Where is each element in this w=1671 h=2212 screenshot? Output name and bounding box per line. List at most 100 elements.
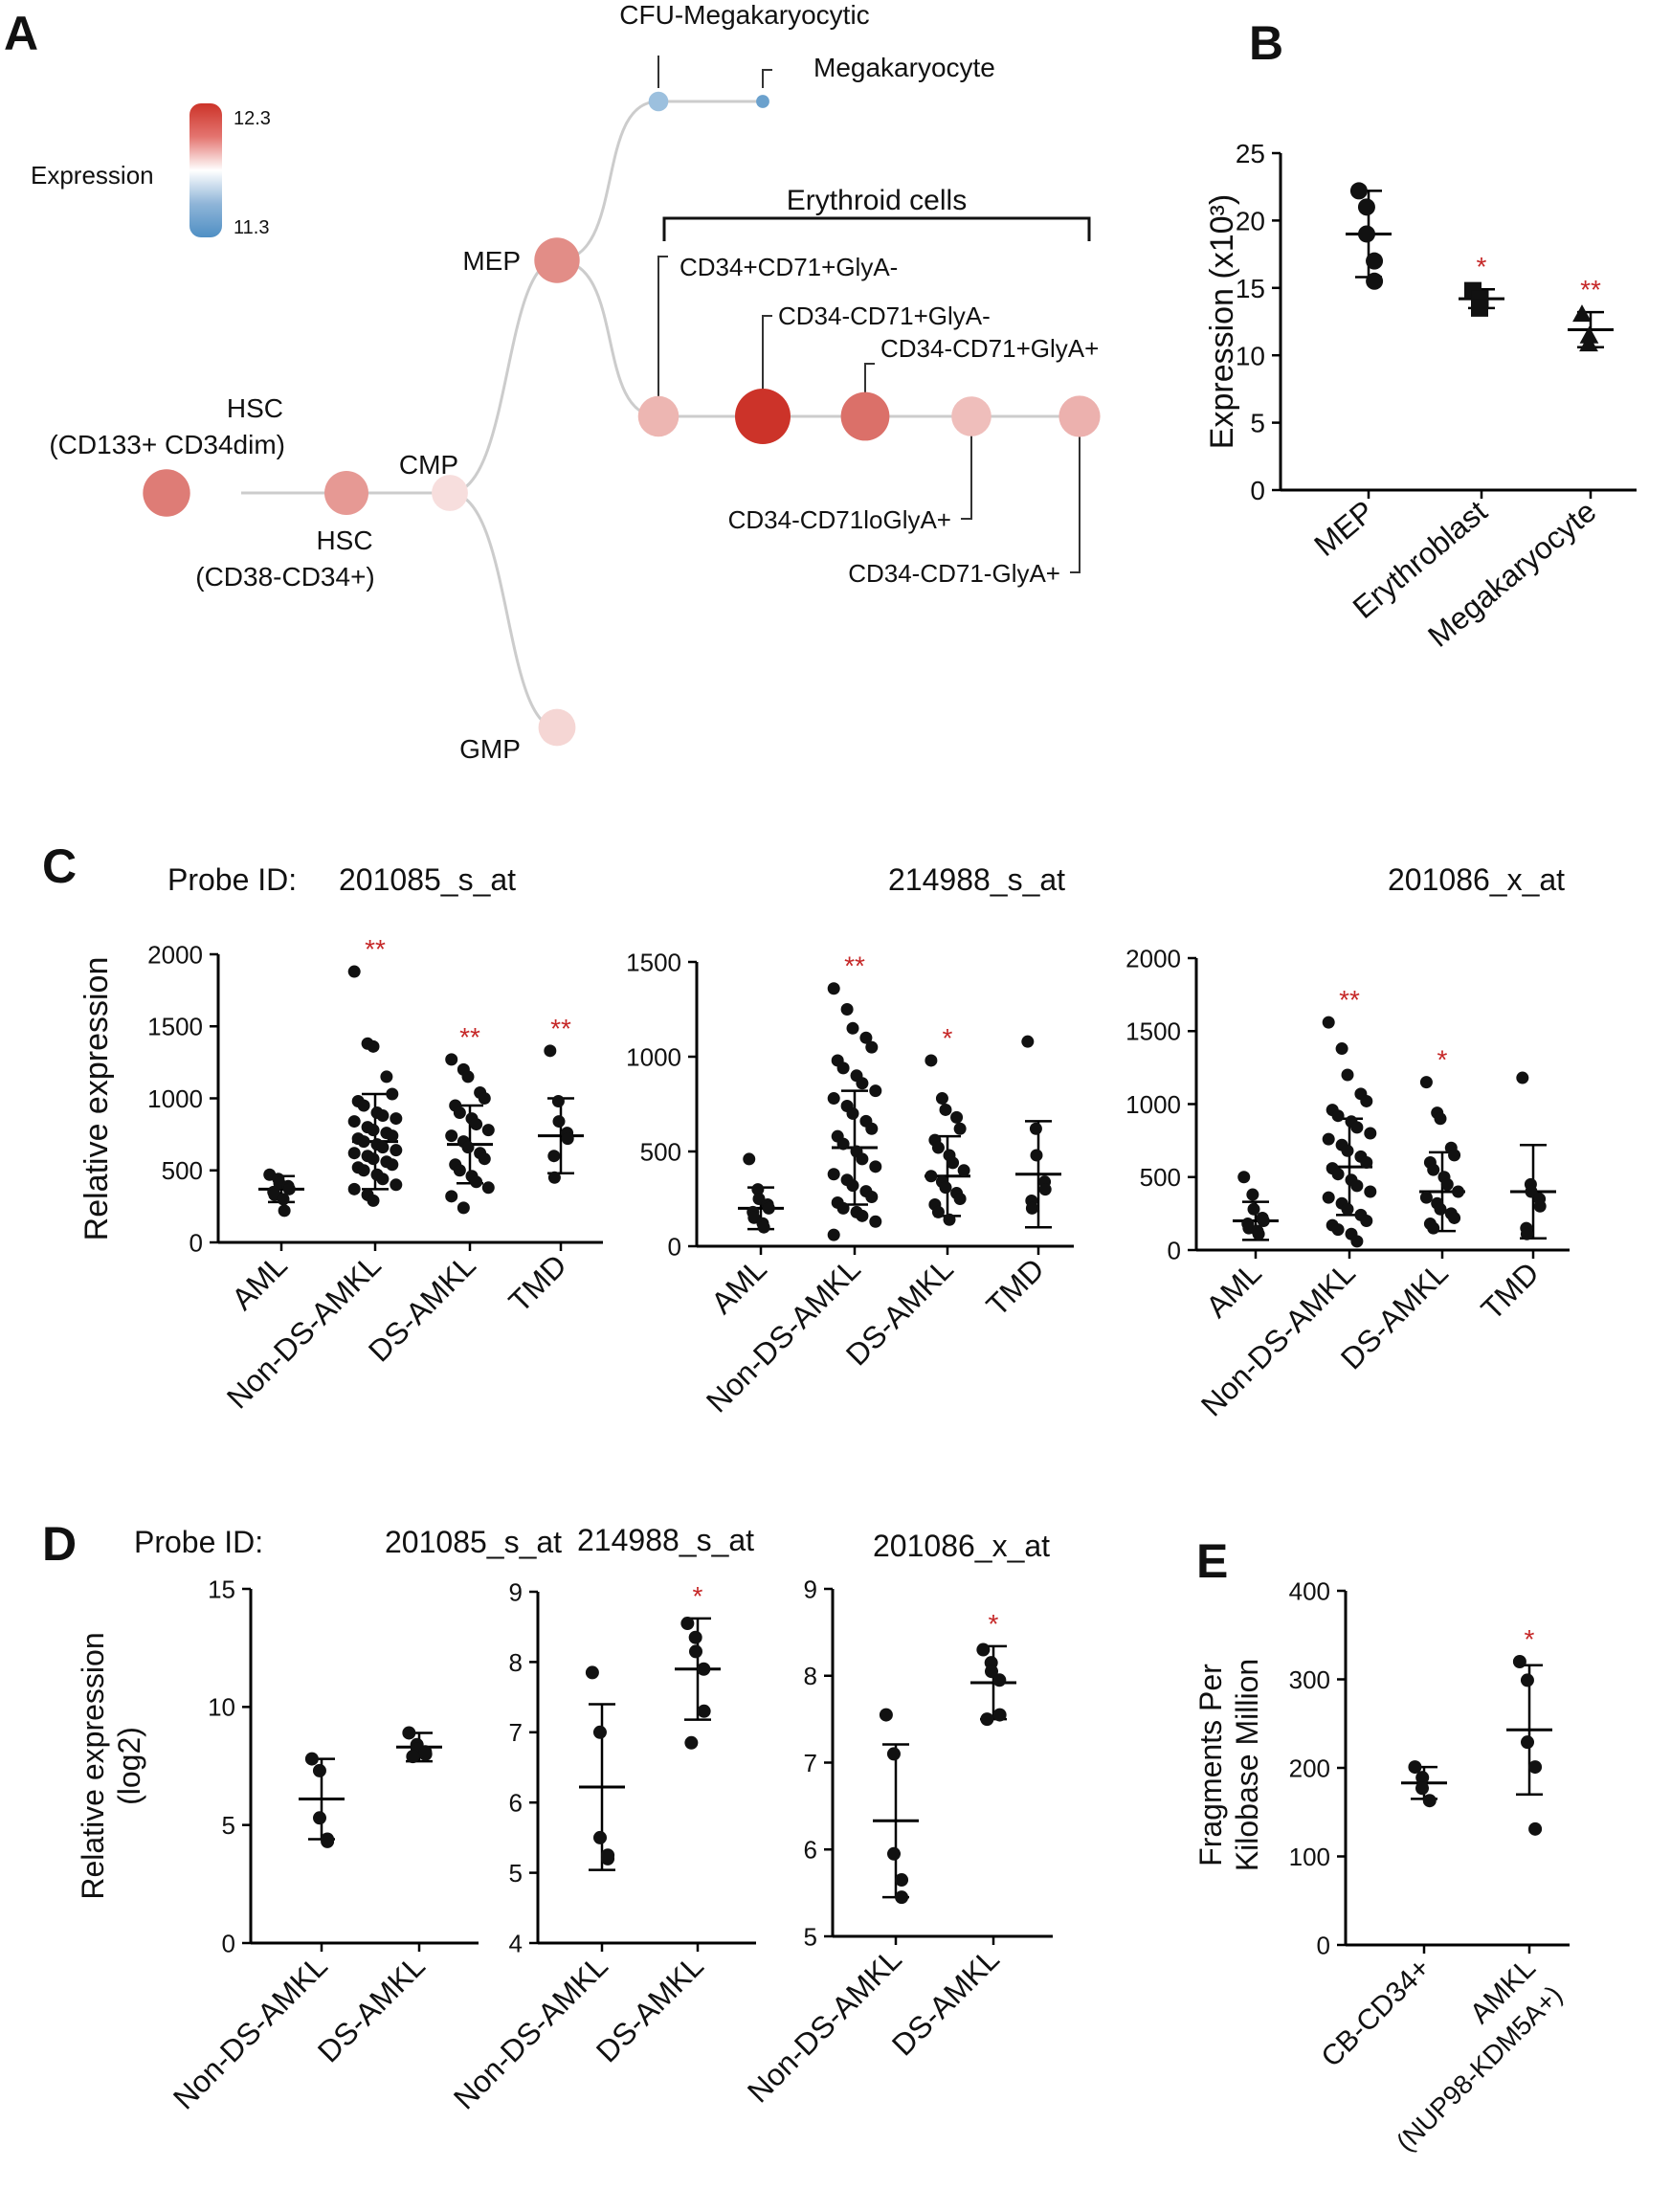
legend-max: 12.3 <box>234 108 271 129</box>
c2-point <box>762 1201 775 1215</box>
c3-point <box>1341 1068 1354 1082</box>
d2-significance-star: * <box>693 1581 703 1611</box>
d2-point <box>680 1617 695 1631</box>
c3-point <box>1440 1177 1454 1191</box>
d1-y-tick-label: 0 <box>222 1929 235 1957</box>
tree-leader-lines <box>657 56 1081 573</box>
d2-y-tick-label: 7 <box>509 1718 523 1747</box>
c1-title: 201085_s_at <box>339 862 516 897</box>
c2-point <box>1038 1183 1052 1196</box>
c2-x-label-0: AML <box>704 1251 773 1320</box>
d2-point <box>689 1644 702 1659</box>
c1-probe-prefix: Probe ID: <box>167 862 297 897</box>
c2-point <box>869 1160 882 1173</box>
e-y-tick-label: 200 <box>1289 1754 1330 1782</box>
b-point <box>1366 252 1384 270</box>
c3-point <box>1525 1185 1538 1198</box>
c2-point <box>1029 1122 1042 1135</box>
c2-point <box>846 1106 859 1120</box>
b-point <box>1357 198 1375 216</box>
panel-a-tree: Expression 12.3 11.3 Erythroid cells HSC… <box>31 0 1101 764</box>
c3-point <box>1331 1109 1345 1123</box>
hsc1-label-line2: (CD133+ CD34dim) <box>49 430 285 459</box>
c3-y-tick-label: 1000 <box>1125 1090 1181 1119</box>
c2-y-tick-label: 1000 <box>626 1042 681 1071</box>
tree-node-gmp <box>538 708 576 747</box>
e3-label: CD34-CD71+GlyA+ <box>880 334 1099 363</box>
c1-point <box>551 1095 565 1108</box>
tree-node-e3 <box>840 391 890 441</box>
chart-b: 0510152025MEPErythroblastMegakaryocyteEx… <box>1204 139 1637 654</box>
c1-y-tick-label: 1000 <box>147 1084 203 1113</box>
e-point <box>1521 1735 1534 1750</box>
d1-y-label-line2: (log2) <box>112 1727 146 1805</box>
node-labels: HSC (CD133+ CD34dim) HSC (CD38-CD34+) CM… <box>49 0 1099 764</box>
c3-point <box>1520 1227 1533 1240</box>
gmp-label: GMP <box>459 734 521 764</box>
c1-point <box>390 1144 403 1157</box>
panel-label-a: A <box>4 7 38 60</box>
megakaryocyte-label: Megakaryocyte <box>813 53 995 82</box>
d1-y-label-line1: Relative expression <box>76 1632 110 1899</box>
d1-probe-prefix: Probe ID: <box>134 1525 263 1559</box>
c1-point <box>478 1092 491 1105</box>
c2-point <box>953 1193 967 1205</box>
c2-y-tick-label: 0 <box>668 1232 681 1261</box>
c3-y-tick-label: 0 <box>1168 1236 1181 1264</box>
e-point <box>1512 1655 1526 1668</box>
hsc2-label-line2: (CD38-CD34+) <box>195 562 375 592</box>
c2-point <box>865 1040 879 1054</box>
hsc2-label-line1: HSC <box>316 525 372 555</box>
c2-point <box>953 1122 967 1135</box>
c1-point <box>347 965 361 978</box>
e-point <box>1528 1760 1543 1775</box>
c3-point <box>1257 1215 1270 1227</box>
legend-min: 11.3 <box>234 217 269 238</box>
c1-point <box>376 1109 390 1123</box>
c1-point <box>367 1152 380 1166</box>
d1-title: 201085_s_at <box>385 1525 562 1559</box>
c1-y-label: Relative expression <box>78 957 115 1241</box>
b-significance-star: * <box>1477 252 1487 281</box>
b-y-tick-label: 5 <box>1250 409 1265 438</box>
c2-point <box>1025 1201 1038 1215</box>
d3-y-tick-label: 5 <box>804 1922 817 1951</box>
tree-node-cmp <box>432 475 468 511</box>
c2-significance-star: ** <box>844 951 865 981</box>
c3-point <box>1360 1094 1373 1107</box>
c3-point <box>1516 1071 1529 1084</box>
c3-y-tick-label: 2000 <box>1125 944 1181 972</box>
d1-point <box>321 1834 335 1848</box>
b-x-label-0: MEP <box>1307 494 1380 563</box>
e4-label: CD34-CD71loGlyA+ <box>728 505 951 534</box>
c1-point <box>282 1182 296 1195</box>
c2-point <box>935 1092 948 1106</box>
c3-point <box>1360 1215 1373 1227</box>
b-point <box>1579 325 1599 344</box>
e-point <box>1408 1760 1422 1775</box>
c3-point <box>1335 1042 1348 1056</box>
c1-point <box>380 1070 393 1084</box>
c1-point <box>478 1152 491 1166</box>
d3-x-label-1: DS-AMKL <box>885 1941 1006 2062</box>
c2-point <box>751 1183 765 1196</box>
d3-title: 201086_x_at <box>873 1529 1050 1563</box>
c1-y-tick-label: 1500 <box>147 1013 203 1041</box>
c1-point <box>357 1164 370 1177</box>
c1-significance-star: ** <box>365 934 386 964</box>
c2-point <box>865 1191 879 1204</box>
c1-point <box>386 1158 399 1172</box>
c2-point <box>931 1205 945 1218</box>
d2-y-tick-label: 5 <box>509 1859 523 1888</box>
c3-point <box>1448 1149 1461 1162</box>
c2-point <box>827 982 840 995</box>
c2-point <box>939 1181 952 1195</box>
c1-point <box>453 1164 466 1177</box>
b-point <box>1572 304 1592 323</box>
d3-point <box>879 1708 893 1722</box>
c1-point <box>547 1171 561 1184</box>
c2-point <box>950 1110 964 1124</box>
c2-point <box>846 1179 859 1193</box>
c2-y-tick-label: 1500 <box>626 948 681 976</box>
